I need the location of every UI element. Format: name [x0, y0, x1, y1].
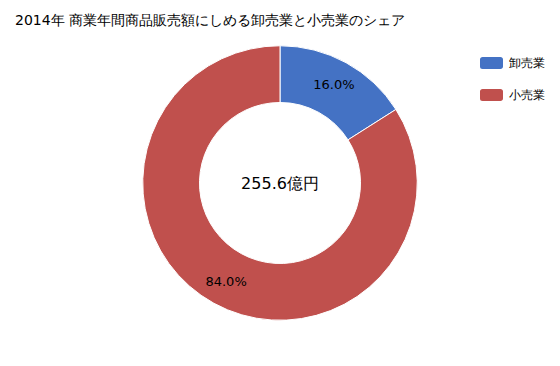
- svg-text:卸売業: 卸売業: [509, 56, 545, 70]
- svg-text:16.0%: 16.0%: [313, 77, 354, 92]
- svg-text:84.0%: 84.0%: [205, 274, 246, 289]
- svg-text:255.6億円: 255.6億円: [241, 174, 319, 193]
- svg-text:小売業: 小売業: [509, 88, 545, 102]
- svg-text:2014年 商業年間商品販売額にしめる卸売業と小売業のシェア: 2014年 商業年間商品販売額にしめる卸売業と小売業のシェア: [15, 12, 405, 28]
